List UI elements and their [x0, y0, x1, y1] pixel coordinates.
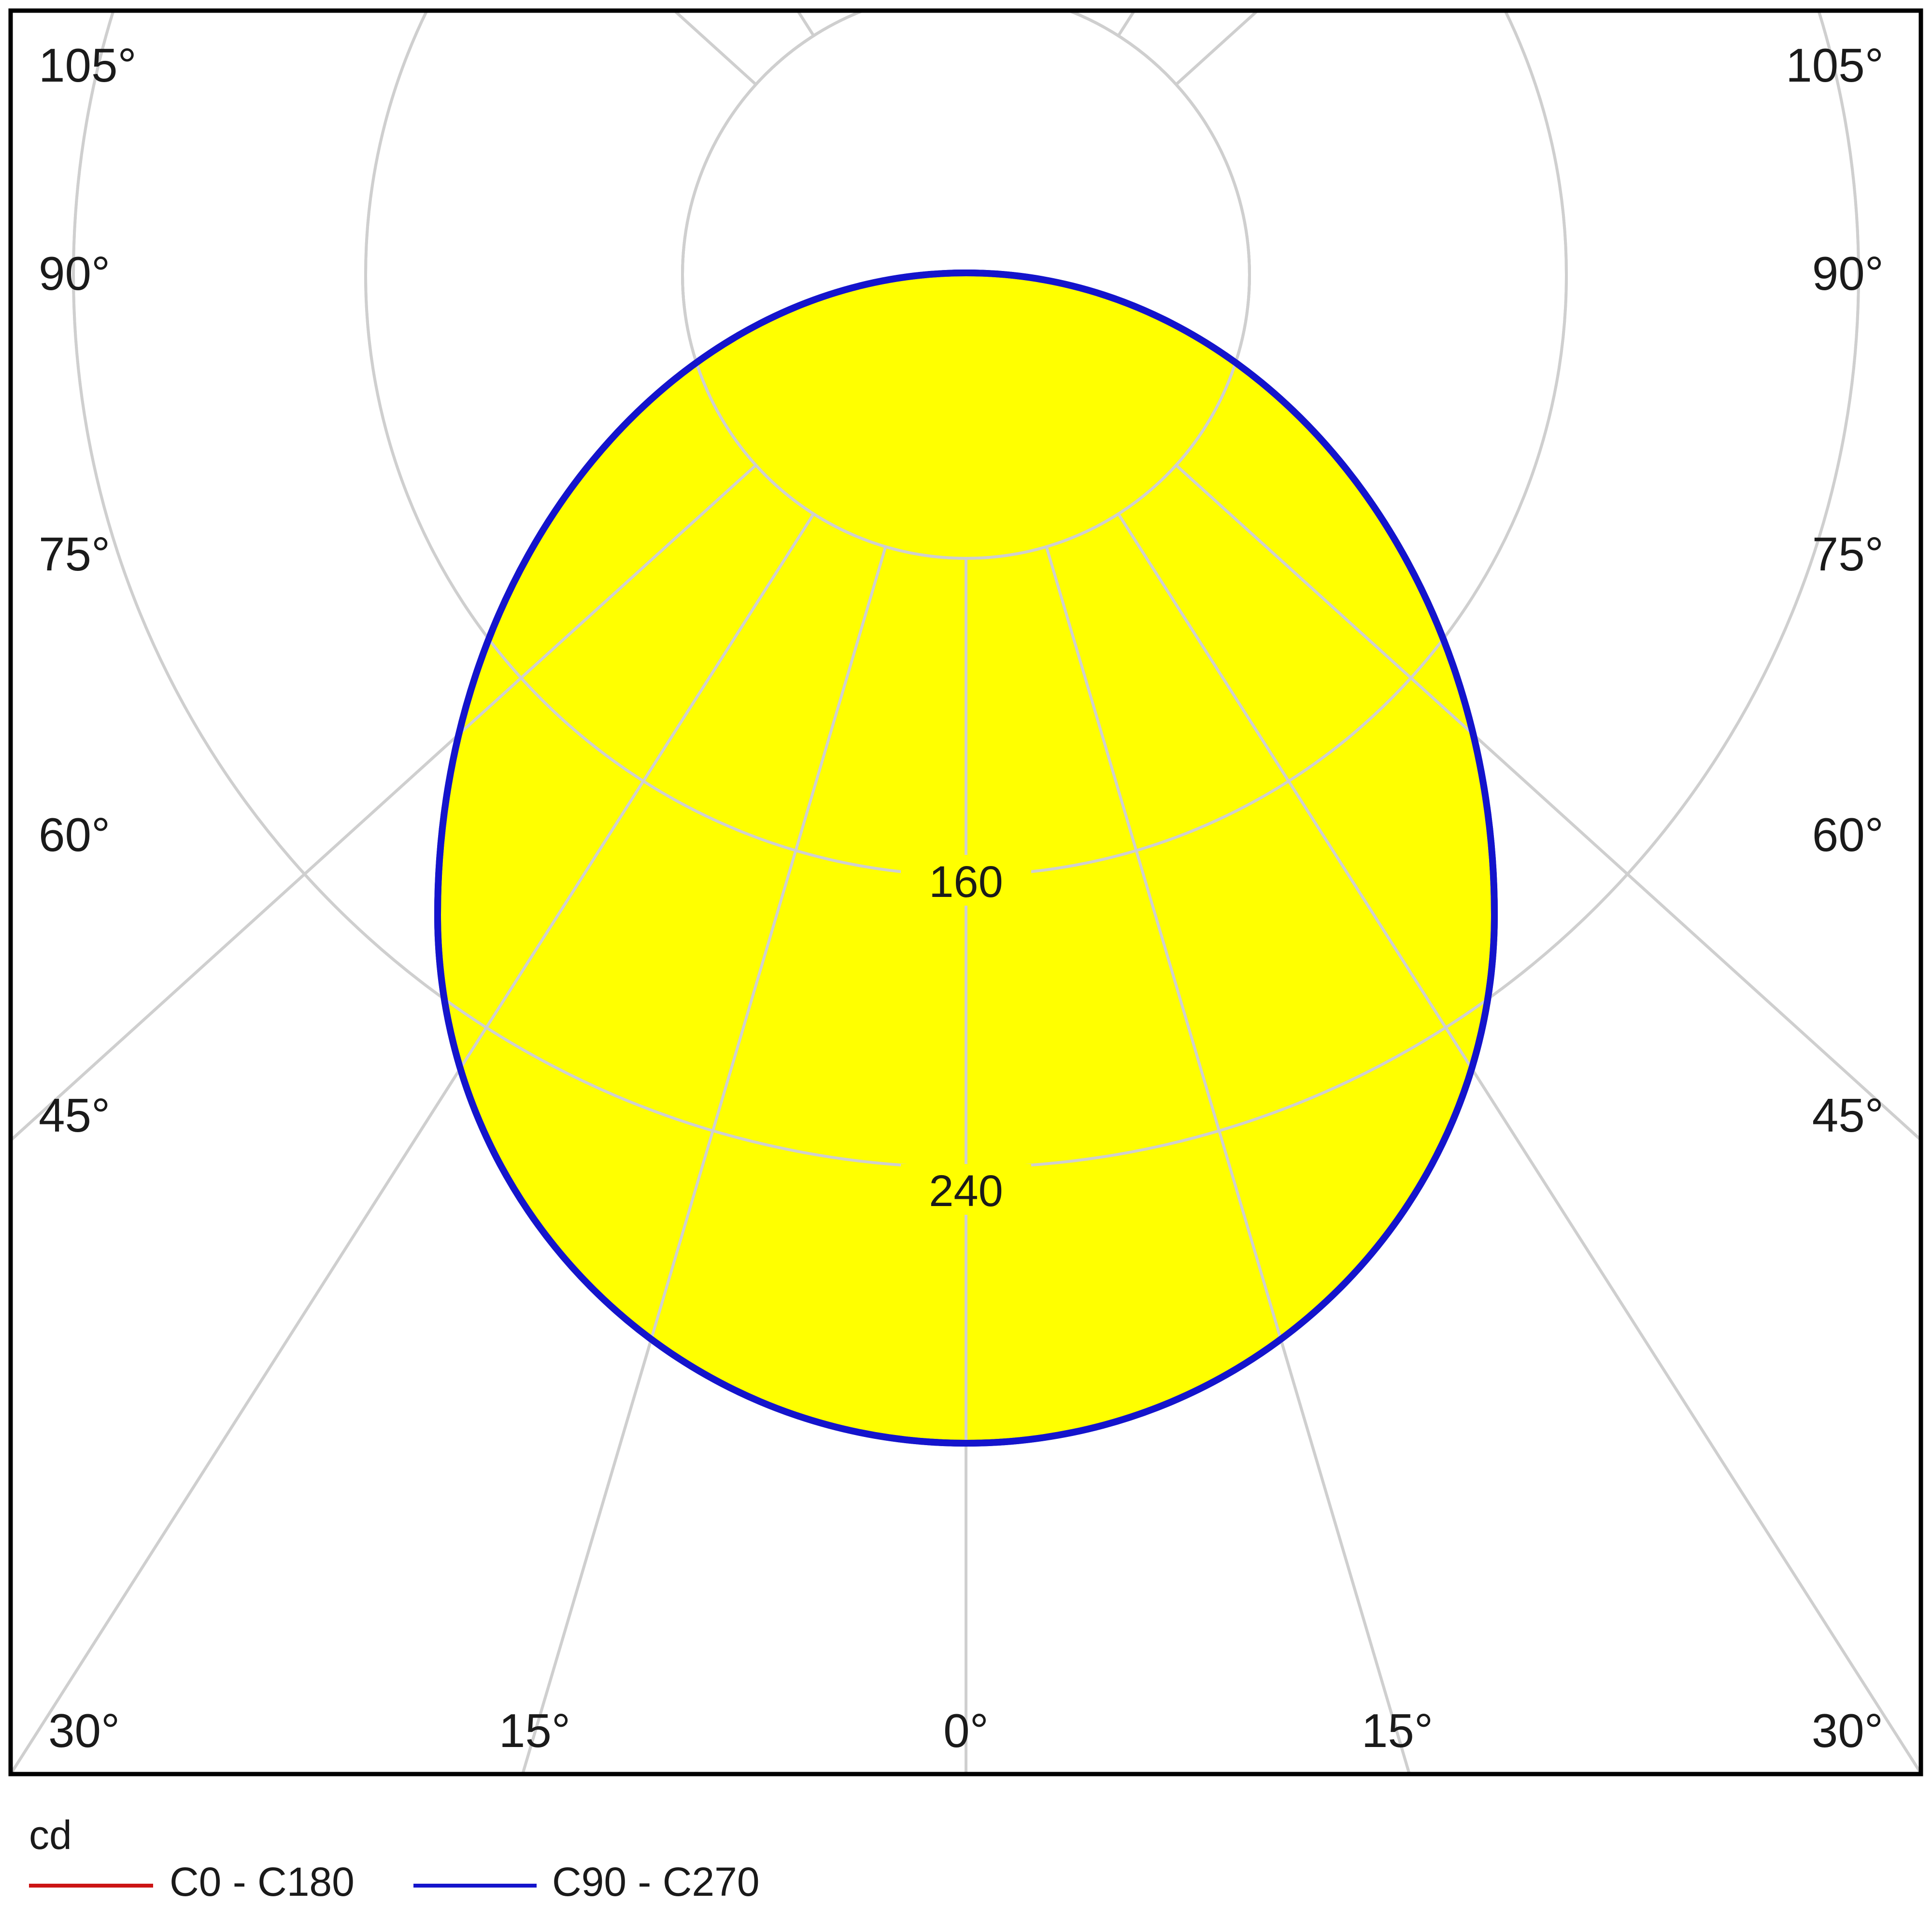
- svg-text:30°: 30°: [1812, 1704, 1883, 1757]
- svg-text:160: 160: [929, 857, 1003, 907]
- svg-text:15°: 15°: [499, 1704, 570, 1757]
- svg-text:60°: 60°: [39, 808, 110, 861]
- svg-text:240: 240: [929, 1166, 1003, 1216]
- svg-text:C90 - C270: C90 - C270: [552, 1859, 760, 1904]
- svg-text:60°: 60°: [1812, 808, 1884, 861]
- svg-text:45°: 45°: [1812, 1089, 1884, 1142]
- svg-text:75°: 75°: [39, 527, 110, 581]
- svg-text:45°: 45°: [39, 1089, 110, 1142]
- svg-text:C0 - C180: C0 - C180: [170, 1859, 355, 1904]
- svg-text:105°: 105°: [1786, 39, 1884, 92]
- svg-text:105°: 105°: [39, 39, 137, 92]
- svg-text:cd: cd: [29, 1812, 72, 1858]
- svg-text:75°: 75°: [1812, 527, 1884, 581]
- svg-text:30°: 30°: [48, 1704, 120, 1757]
- svg-text:90°: 90°: [39, 247, 110, 300]
- svg-text:15°: 15°: [1362, 1704, 1433, 1757]
- svg-text:0°: 0°: [943, 1704, 989, 1757]
- svg-text:90°: 90°: [1812, 247, 1884, 300]
